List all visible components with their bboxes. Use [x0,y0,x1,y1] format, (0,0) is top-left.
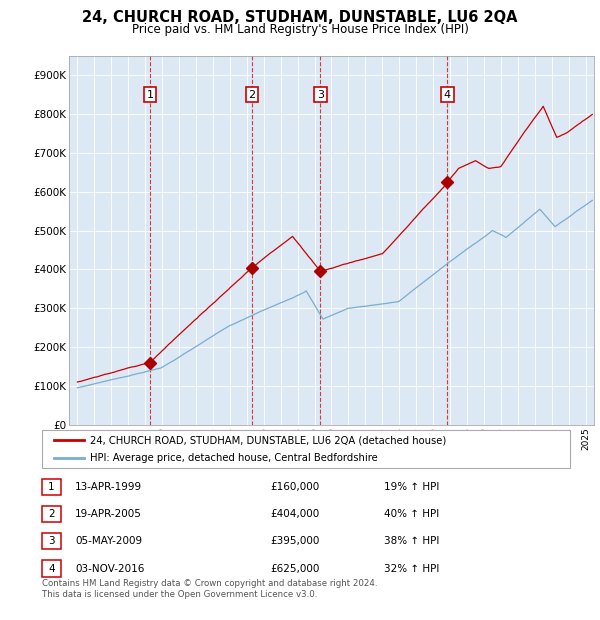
Text: 03-NOV-2016: 03-NOV-2016 [75,564,145,574]
Text: Contains HM Land Registry data © Crown copyright and database right 2024.: Contains HM Land Registry data © Crown c… [42,579,377,588]
Text: HPI: Average price, detached house, Central Bedfordshire: HPI: Average price, detached house, Cent… [90,453,378,463]
Text: 1: 1 [146,89,154,100]
Text: 2: 2 [248,89,256,100]
Text: £395,000: £395,000 [270,536,319,546]
Text: 40% ↑ HPI: 40% ↑ HPI [384,509,439,519]
Text: 32% ↑ HPI: 32% ↑ HPI [384,564,439,574]
Text: 3: 3 [48,536,55,546]
Text: 05-MAY-2009: 05-MAY-2009 [75,536,142,546]
Text: Price paid vs. HM Land Registry's House Price Index (HPI): Price paid vs. HM Land Registry's House … [131,24,469,36]
Text: £625,000: £625,000 [270,564,319,574]
Text: 24, CHURCH ROAD, STUDHAM, DUNSTABLE, LU6 2QA (detached house): 24, CHURCH ROAD, STUDHAM, DUNSTABLE, LU6… [90,435,446,445]
Text: 19-APR-2005: 19-APR-2005 [75,509,142,519]
Text: 19% ↑ HPI: 19% ↑ HPI [384,482,439,492]
Text: 4: 4 [444,89,451,100]
Text: 24, CHURCH ROAD, STUDHAM, DUNSTABLE, LU6 2QA: 24, CHURCH ROAD, STUDHAM, DUNSTABLE, LU6… [82,10,518,25]
Text: 3: 3 [317,89,324,100]
Text: £404,000: £404,000 [270,509,319,519]
Text: 38% ↑ HPI: 38% ↑ HPI [384,536,439,546]
Text: 2: 2 [48,509,55,519]
Text: £160,000: £160,000 [270,482,319,492]
Text: 4: 4 [48,564,55,574]
Text: 13-APR-1999: 13-APR-1999 [75,482,142,492]
Text: This data is licensed under the Open Government Licence v3.0.: This data is licensed under the Open Gov… [42,590,317,600]
Text: 1: 1 [48,482,55,492]
